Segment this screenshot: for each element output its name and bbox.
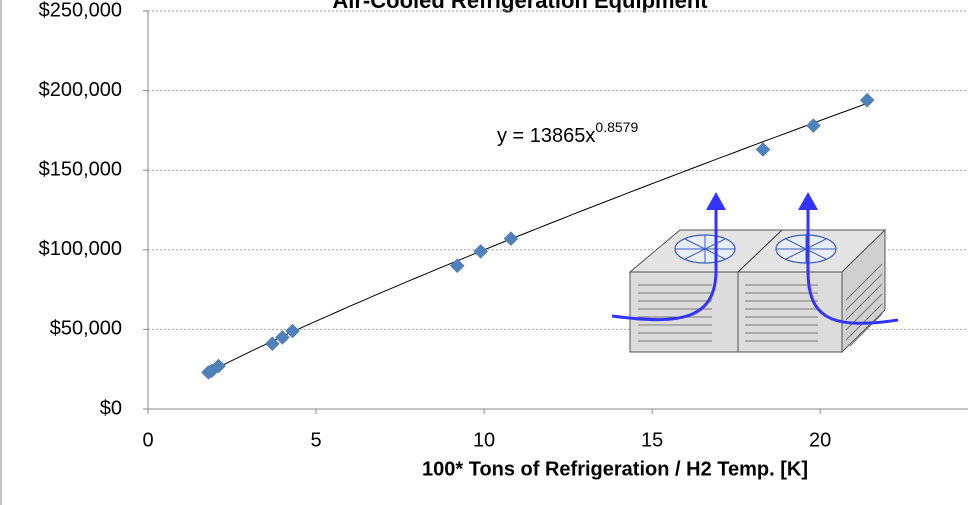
x-tick-label: 0 (142, 429, 153, 451)
data-point (806, 118, 821, 133)
data-point (449, 258, 465, 274)
data-point (503, 231, 519, 247)
x-tick-label: 5 (310, 429, 321, 451)
data-point (473, 244, 489, 259)
x-axis-label: 100* Tons of Refrigeration / H2 Temp. [K… (422, 458, 808, 480)
equation-base: y = 13865x (497, 125, 595, 147)
x-tick-label: 20 (809, 429, 831, 451)
chart-title: Air-Cooled Refrigeration Equipment (332, 0, 708, 13)
y-tick-label: $0 (100, 397, 122, 419)
equation-exponent: 0.8579 (595, 119, 638, 135)
y-tick-label: $100,000 (39, 238, 122, 260)
data-point (275, 330, 290, 345)
data-point (211, 358, 226, 374)
trendline (208, 102, 868, 373)
data-point (755, 142, 771, 157)
data-point (859, 92, 875, 108)
refrigeration-unit-illustration (611, 192, 899, 354)
data-point (285, 323, 300, 339)
y-tick-label: $200,000 (39, 79, 122, 101)
y-tick-label: $50,000 (50, 318, 122, 340)
x-tick-label: 15 (641, 429, 663, 451)
trendline-equation: y = 13865x0.8579 (497, 119, 638, 148)
y-tick-label: $250,000 (39, 0, 122, 21)
x-tick-label: 10 (473, 429, 495, 451)
y-tick-label: $150,000 (39, 158, 122, 180)
data-point (264, 336, 280, 352)
